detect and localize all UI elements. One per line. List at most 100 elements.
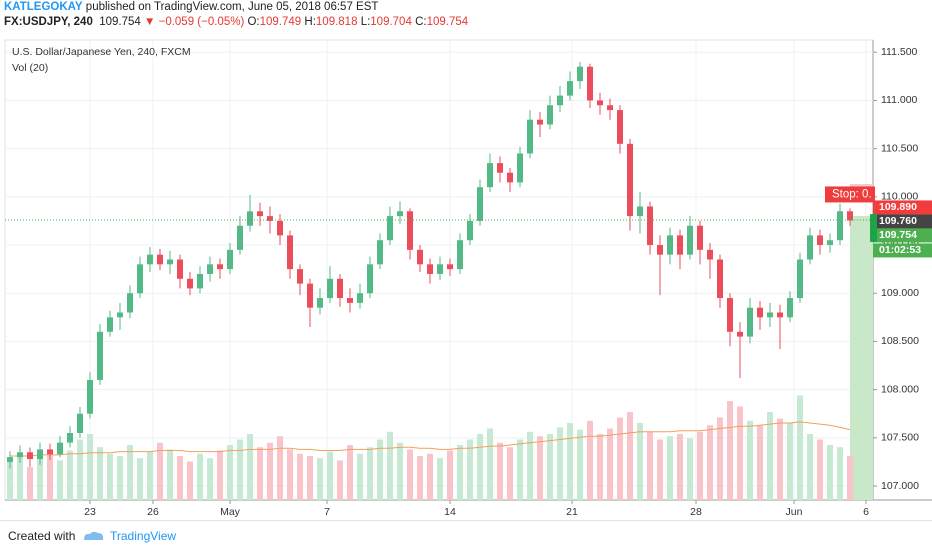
volume-bar bbox=[37, 458, 43, 500]
y-tick-label: 110.500 bbox=[881, 142, 918, 154]
candle-body bbox=[217, 264, 223, 270]
volume-bar bbox=[757, 425, 763, 500]
o-val: 109.749 bbox=[259, 16, 302, 28]
volume-bar bbox=[17, 456, 23, 500]
volume-bar bbox=[97, 447, 103, 500]
x-tick-label: 21 bbox=[566, 506, 578, 518]
y-tick-label: 111.500 bbox=[881, 46, 918, 58]
candle-body bbox=[67, 433, 73, 443]
candle-body bbox=[37, 449, 43, 460]
volume-bar bbox=[577, 429, 583, 500]
candle-body bbox=[687, 225, 693, 255]
volume-bar bbox=[347, 445, 353, 500]
candle-body bbox=[107, 317, 113, 332]
volume-bar bbox=[797, 395, 803, 500]
volume-bar bbox=[337, 460, 343, 500]
candle-body bbox=[847, 211, 853, 221]
volume-bar bbox=[227, 445, 233, 500]
candle-body bbox=[257, 211, 263, 217]
candle-body bbox=[377, 240, 383, 265]
candle-body bbox=[717, 259, 723, 299]
candle-body bbox=[587, 66, 593, 101]
candle-body bbox=[7, 457, 13, 462]
price-tag bbox=[873, 214, 932, 229]
volume-bar bbox=[397, 442, 403, 500]
candle-body bbox=[647, 206, 653, 246]
candle-body bbox=[47, 449, 53, 455]
volume-bar bbox=[47, 453, 53, 500]
candle-body bbox=[77, 413, 83, 434]
candle-body bbox=[837, 211, 843, 241]
volume-bar bbox=[707, 425, 713, 500]
candle-body bbox=[757, 307, 763, 318]
volume-bar bbox=[197, 453, 203, 500]
candle-body bbox=[187, 278, 193, 289]
candle-body bbox=[637, 206, 643, 217]
candle-body bbox=[737, 331, 743, 337]
candle-body bbox=[547, 105, 553, 125]
volume-bar bbox=[27, 467, 33, 500]
instrument-title: U.S. Dollar/Japanese Yen, 240, FXCM bbox=[12, 46, 191, 58]
o-key: O: bbox=[247, 16, 260, 28]
y-tick-label: 108.000 bbox=[881, 383, 919, 395]
volume-bar bbox=[467, 439, 473, 500]
volume-bar bbox=[827, 445, 833, 500]
volume-bar bbox=[787, 423, 793, 500]
c-val: 109.754 bbox=[426, 16, 469, 28]
volume-bar bbox=[277, 436, 283, 500]
candle-body bbox=[437, 264, 443, 274]
chart: U.S. Dollar/Japanese Yen, 240, FXCM Vol … bbox=[4, 39, 932, 518]
volume-bar bbox=[457, 445, 463, 500]
tv-logo bbox=[84, 531, 104, 540]
x-tick-label: 28 bbox=[690, 506, 702, 518]
volume-bar bbox=[777, 418, 783, 500]
candle-body bbox=[237, 225, 243, 250]
y-tick-label: 107.000 bbox=[881, 480, 919, 492]
volume-bar bbox=[847, 456, 853, 500]
l-key: L: bbox=[360, 16, 371, 28]
volume-bar bbox=[617, 417, 623, 500]
x-tick-label: 14 bbox=[444, 506, 456, 518]
candle-body bbox=[127, 293, 133, 313]
candle-body bbox=[157, 254, 163, 265]
candle-body bbox=[407, 211, 413, 250]
volume-bar bbox=[627, 412, 633, 500]
candle-body bbox=[517, 153, 523, 183]
volume-bar bbox=[117, 456, 123, 500]
volume-bar bbox=[697, 431, 703, 500]
candle-body bbox=[607, 105, 613, 111]
y-tick-label: 108.500 bbox=[881, 335, 919, 347]
volume-bar bbox=[817, 439, 823, 500]
y-tick-label: 110.000 bbox=[881, 191, 918, 203]
candle-body bbox=[207, 264, 213, 274]
candle-body bbox=[347, 298, 353, 303]
volume-bar bbox=[67, 450, 73, 500]
candle-body bbox=[787, 298, 793, 318]
x-tick-label: Jun bbox=[786, 506, 803, 518]
symbol: FX:USDJPY, 240 bbox=[4, 16, 93, 28]
x-tick-label: May bbox=[220, 506, 241, 518]
volume-bar bbox=[287, 449, 293, 500]
footer: Created with TradingView bbox=[0, 520, 932, 551]
candle-body bbox=[527, 119, 533, 154]
price-tag bbox=[873, 228, 932, 243]
candle-body bbox=[327, 278, 333, 299]
volume-bar bbox=[407, 449, 413, 500]
l-val: 109.704 bbox=[370, 16, 412, 28]
volume-bar bbox=[167, 449, 173, 500]
candle-body bbox=[167, 259, 173, 265]
volume-bar bbox=[637, 423, 643, 500]
countdown: 01:02:53 bbox=[879, 244, 921, 256]
candle-body bbox=[287, 235, 293, 270]
publish-line: KATLEGOKAY published on TradingView.com,… bbox=[4, 0, 468, 15]
volume-bar bbox=[7, 461, 13, 500]
volume-bar bbox=[367, 447, 373, 500]
volume-bar bbox=[607, 428, 613, 500]
volume-bar bbox=[187, 461, 193, 500]
candle-body bbox=[457, 240, 463, 270]
published: published on TradingView.com, June 05, 2… bbox=[85, 1, 379, 13]
candle-body bbox=[277, 220, 283, 236]
volume-bar bbox=[767, 412, 773, 500]
candle-body bbox=[227, 249, 233, 270]
candle-body bbox=[57, 442, 63, 455]
